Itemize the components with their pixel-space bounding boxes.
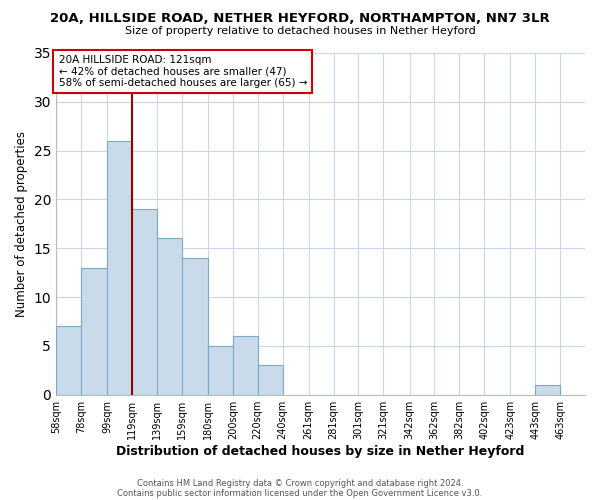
Bar (81, 268, 107, 394)
Bar (208, 346, 233, 395)
Text: 20A, HILLSIDE ROAD, NETHER HEYFORD, NORTHAMPTON, NN7 3LR: 20A, HILLSIDE ROAD, NETHER HEYFORD, NORT… (50, 12, 550, 26)
Text: Size of property relative to detached houses in Nether Heyford: Size of property relative to detached ho… (125, 26, 475, 36)
Bar (56, 326, 81, 394)
Bar (132, 209, 157, 394)
Bar (182, 258, 208, 394)
Bar (157, 238, 182, 394)
Text: Contains public sector information licensed under the Open Government Licence v3: Contains public sector information licen… (118, 488, 482, 498)
Bar (535, 385, 560, 394)
Bar (257, 366, 283, 394)
Text: 20A HILLSIDE ROAD: 121sqm
← 42% of detached houses are smaller (47)
58% of semi-: 20A HILLSIDE ROAD: 121sqm ← 42% of detac… (59, 54, 307, 88)
X-axis label: Distribution of detached houses by size in Nether Heyford: Distribution of detached houses by size … (116, 444, 525, 458)
Text: Contains HM Land Registry data © Crown copyright and database right 2024.: Contains HM Land Registry data © Crown c… (137, 478, 463, 488)
Y-axis label: Number of detached properties: Number of detached properties (15, 131, 28, 317)
Bar (233, 336, 257, 394)
Bar (107, 141, 132, 395)
